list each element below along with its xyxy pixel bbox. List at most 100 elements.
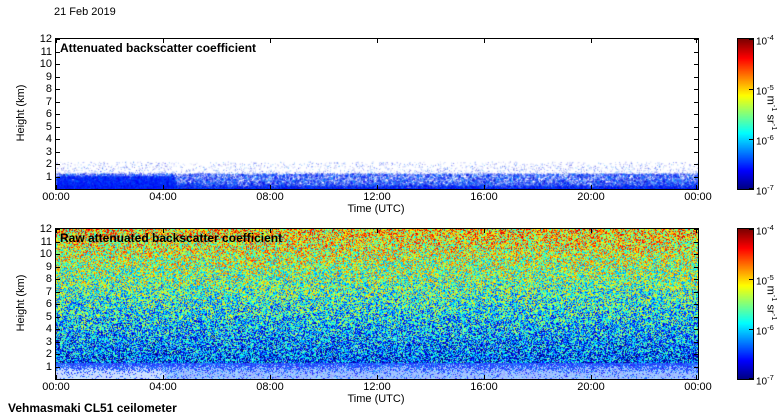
y-tick-label: 8 (45, 83, 52, 95)
x-tick-label: 08:00 (256, 381, 284, 393)
y-tick-label: 8 (45, 273, 52, 285)
footer-instrument-label: Vehmasmaki CL51 ceilometer (8, 401, 177, 415)
tick-mark (484, 375, 485, 379)
tick-mark (56, 139, 60, 140)
colorbar-unit-label-processed: m-1 sr-1 (764, 95, 779, 131)
tick-mark (163, 185, 164, 189)
tick-mark (56, 64, 60, 65)
tick-mark (163, 229, 164, 233)
tick-mark (694, 151, 698, 153)
tick-mark (694, 176, 698, 178)
tick-mark (694, 329, 698, 330)
tick-mark (749, 279, 753, 280)
y-tick-label: 11 (40, 235, 52, 248)
tick-mark (56, 254, 60, 255)
tick-mark (694, 64, 698, 65)
tick-mark (696, 375, 697, 379)
colorbar-tick-label: 10-6 (756, 323, 774, 338)
tick-mark (56, 114, 60, 115)
tick-mark (56, 39, 57, 43)
tick-mark (56, 164, 60, 165)
x-axis-label-processed: Time (UTC) (347, 203, 405, 215)
y-tick-label: 12 (39, 223, 52, 235)
colorbar-tick-label: 10-7 (756, 183, 774, 198)
colorbar-canvas-processed (738, 39, 753, 189)
y-tick-label: 9 (45, 70, 52, 83)
tick-mark (749, 188, 753, 189)
tick-mark (270, 375, 271, 379)
y-tick-label: 3 (45, 335, 52, 348)
tick-mark (56, 76, 60, 78)
tick-mark (591, 375, 592, 379)
x-tick-label: 12:00 (363, 191, 391, 203)
y-tick-label: 5 (45, 120, 52, 133)
colorbar-unit-label-raw: m-1 sr-1 (764, 285, 779, 321)
y-tick-label: 9 (45, 260, 52, 273)
y-tick-label: 6 (45, 298, 52, 310)
tick-mark (591, 39, 592, 43)
y-tick-label: 4 (45, 323, 52, 335)
y-tick-label: 5 (45, 310, 52, 323)
colorbar-tick-label: 10-5 (756, 273, 774, 288)
tick-mark (694, 164, 698, 165)
tick-mark (56, 229, 57, 233)
tick-mark (377, 185, 378, 189)
x-tick-label: 04:00 (149, 191, 177, 203)
tick-mark (694, 316, 698, 318)
tick-mark (56, 39, 60, 40)
tick-mark (56, 185, 57, 189)
tick-mark (749, 39, 753, 40)
x-tick-label: 12:00 (363, 381, 391, 393)
tick-mark (484, 185, 485, 189)
tick-mark (694, 89, 698, 90)
tick-mark (56, 366, 60, 368)
heatmap-canvas-processed (56, 39, 698, 189)
x-tick-label: 00:00 (42, 191, 70, 203)
tick-mark (56, 266, 60, 268)
x-tick-label: 20:00 (577, 191, 605, 203)
x-axis-label-raw: Time (UTC) (347, 393, 405, 405)
tick-mark (56, 304, 60, 305)
tick-mark (270, 185, 271, 189)
tick-mark (694, 241, 698, 243)
tick-mark (56, 176, 60, 178)
tick-mark (377, 229, 378, 233)
tick-mark (694, 291, 698, 293)
tick-mark (56, 329, 60, 330)
panel-title-raw: Raw attenuated backscatter coefficient (60, 231, 283, 245)
tick-mark (56, 291, 60, 293)
tick-mark (694, 354, 698, 355)
date-label: 21 Feb 2019 (54, 6, 116, 18)
y-tick-label: 2 (45, 158, 52, 170)
tick-mark (56, 89, 60, 90)
tick-mark (270, 39, 271, 43)
heatmap-canvas-raw (56, 229, 698, 379)
tick-mark (56, 126, 60, 128)
tick-mark (694, 139, 698, 140)
tick-mark (56, 354, 60, 355)
x-tick-label: 16:00 (470, 381, 498, 393)
tick-mark (694, 266, 698, 268)
y-tick-label: 11 (40, 45, 52, 58)
tick-mark (56, 151, 60, 153)
x-tick-label: 16:00 (470, 191, 498, 203)
tick-mark (377, 375, 378, 379)
colorbar-tick-label: 10-5 (756, 83, 774, 98)
tick-mark (749, 378, 753, 379)
tick-mark (694, 126, 698, 128)
x-tick-label: 04:00 (149, 381, 177, 393)
tick-mark (270, 229, 271, 233)
x-tick-label: 08:00 (256, 191, 284, 203)
y-tick-label: 6 (45, 108, 52, 120)
tick-mark (694, 254, 698, 255)
tick-mark (56, 316, 60, 318)
tick-mark (377, 39, 378, 43)
y-tick-label: 10 (39, 248, 52, 260)
tick-mark (56, 279, 60, 280)
tick-mark (694, 76, 698, 78)
tick-mark (163, 39, 164, 43)
tick-mark (694, 114, 698, 115)
tick-mark (749, 139, 753, 140)
tick-mark (56, 341, 60, 343)
